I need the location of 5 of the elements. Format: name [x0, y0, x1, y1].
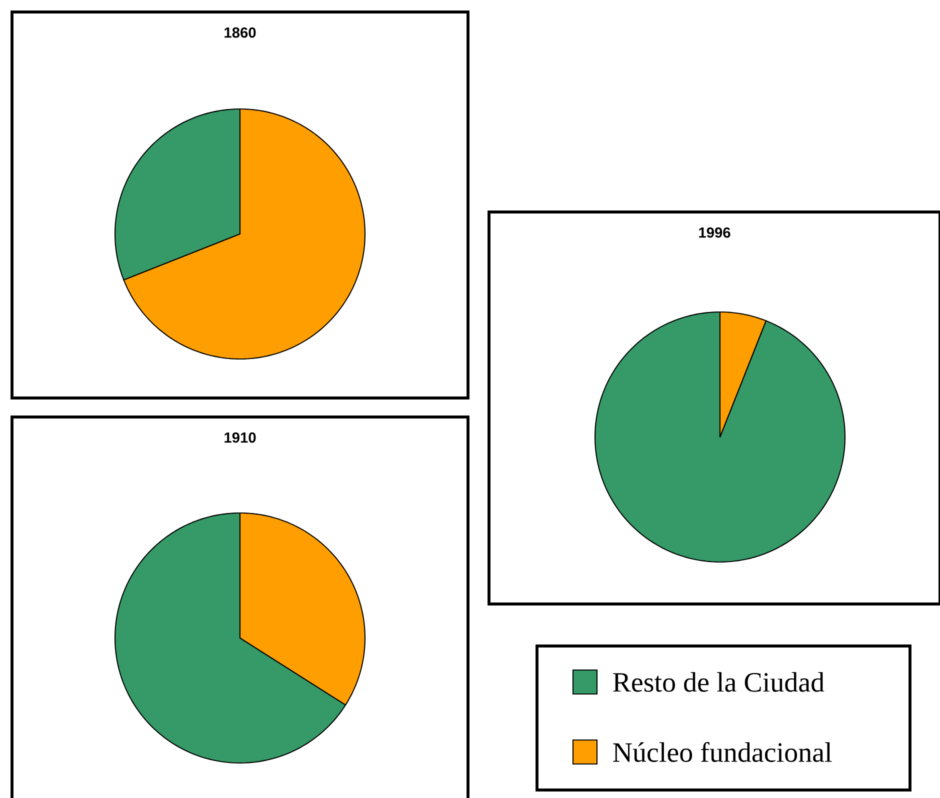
legend-label: Resto de la Ciudad	[613, 672, 824, 692]
chart-title: 1860	[224, 27, 256, 38]
chart-title: 1996	[699, 227, 730, 238]
chart-title: 1910	[224, 432, 256, 443]
legend-label: Núcleo fundacional	[613, 742, 832, 762]
